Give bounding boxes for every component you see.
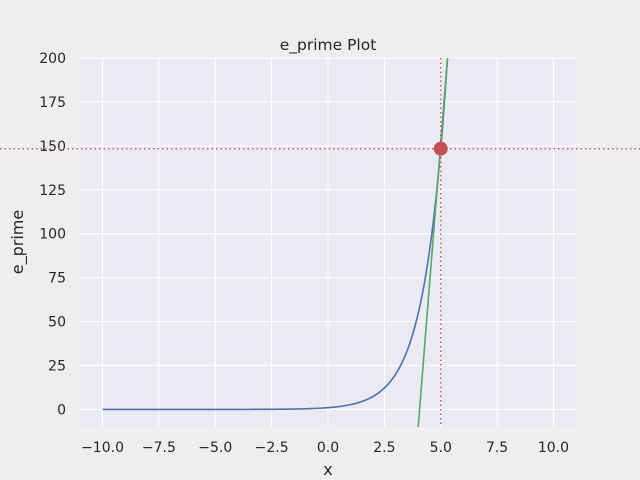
y-tick-label: 75 bbox=[48, 271, 66, 287]
y-tick-label: 175 bbox=[39, 95, 66, 111]
x-tick-label: −10.0 bbox=[81, 440, 124, 456]
y-tick-label: 25 bbox=[48, 359, 66, 375]
tangent-line bbox=[417, 58, 449, 427]
x-tick-label: −7.5 bbox=[142, 440, 176, 456]
x-tick-label: 5.0 bbox=[430, 440, 452, 456]
y-tick-label: 200 bbox=[39, 51, 66, 67]
x-tick-label: −2.5 bbox=[255, 440, 289, 456]
tick-labels: −10.0 −7.5 −5.0 −2.5 0.0 2.5 5.0 7.5 10.0 0 25 50 75… bbox=[39, 51, 569, 456]
highlight-point bbox=[433, 141, 448, 156]
exp-curve bbox=[102, 58, 449, 411]
y-tick-label: 125 bbox=[39, 183, 66, 199]
x-tick-label: 0.0 bbox=[317, 440, 339, 456]
chart-title: e_prime Plot bbox=[280, 36, 377, 55]
x-axis-label: x bbox=[323, 460, 332, 479]
y-tick-label: 0 bbox=[57, 402, 66, 418]
y-axis-label: e_prime bbox=[8, 210, 28, 274]
y-tick-label: 150 bbox=[39, 139, 66, 155]
y-tick-label: 100 bbox=[39, 227, 66, 243]
x-tick-label: 10.0 bbox=[538, 440, 569, 456]
x-tick-label: −5.0 bbox=[198, 440, 232, 456]
x-tick-label: 2.5 bbox=[373, 440, 395, 456]
x-tick-label: 7.5 bbox=[486, 440, 508, 456]
y-tick-label: 50 bbox=[48, 315, 66, 331]
plot-content bbox=[102, 58, 449, 427]
